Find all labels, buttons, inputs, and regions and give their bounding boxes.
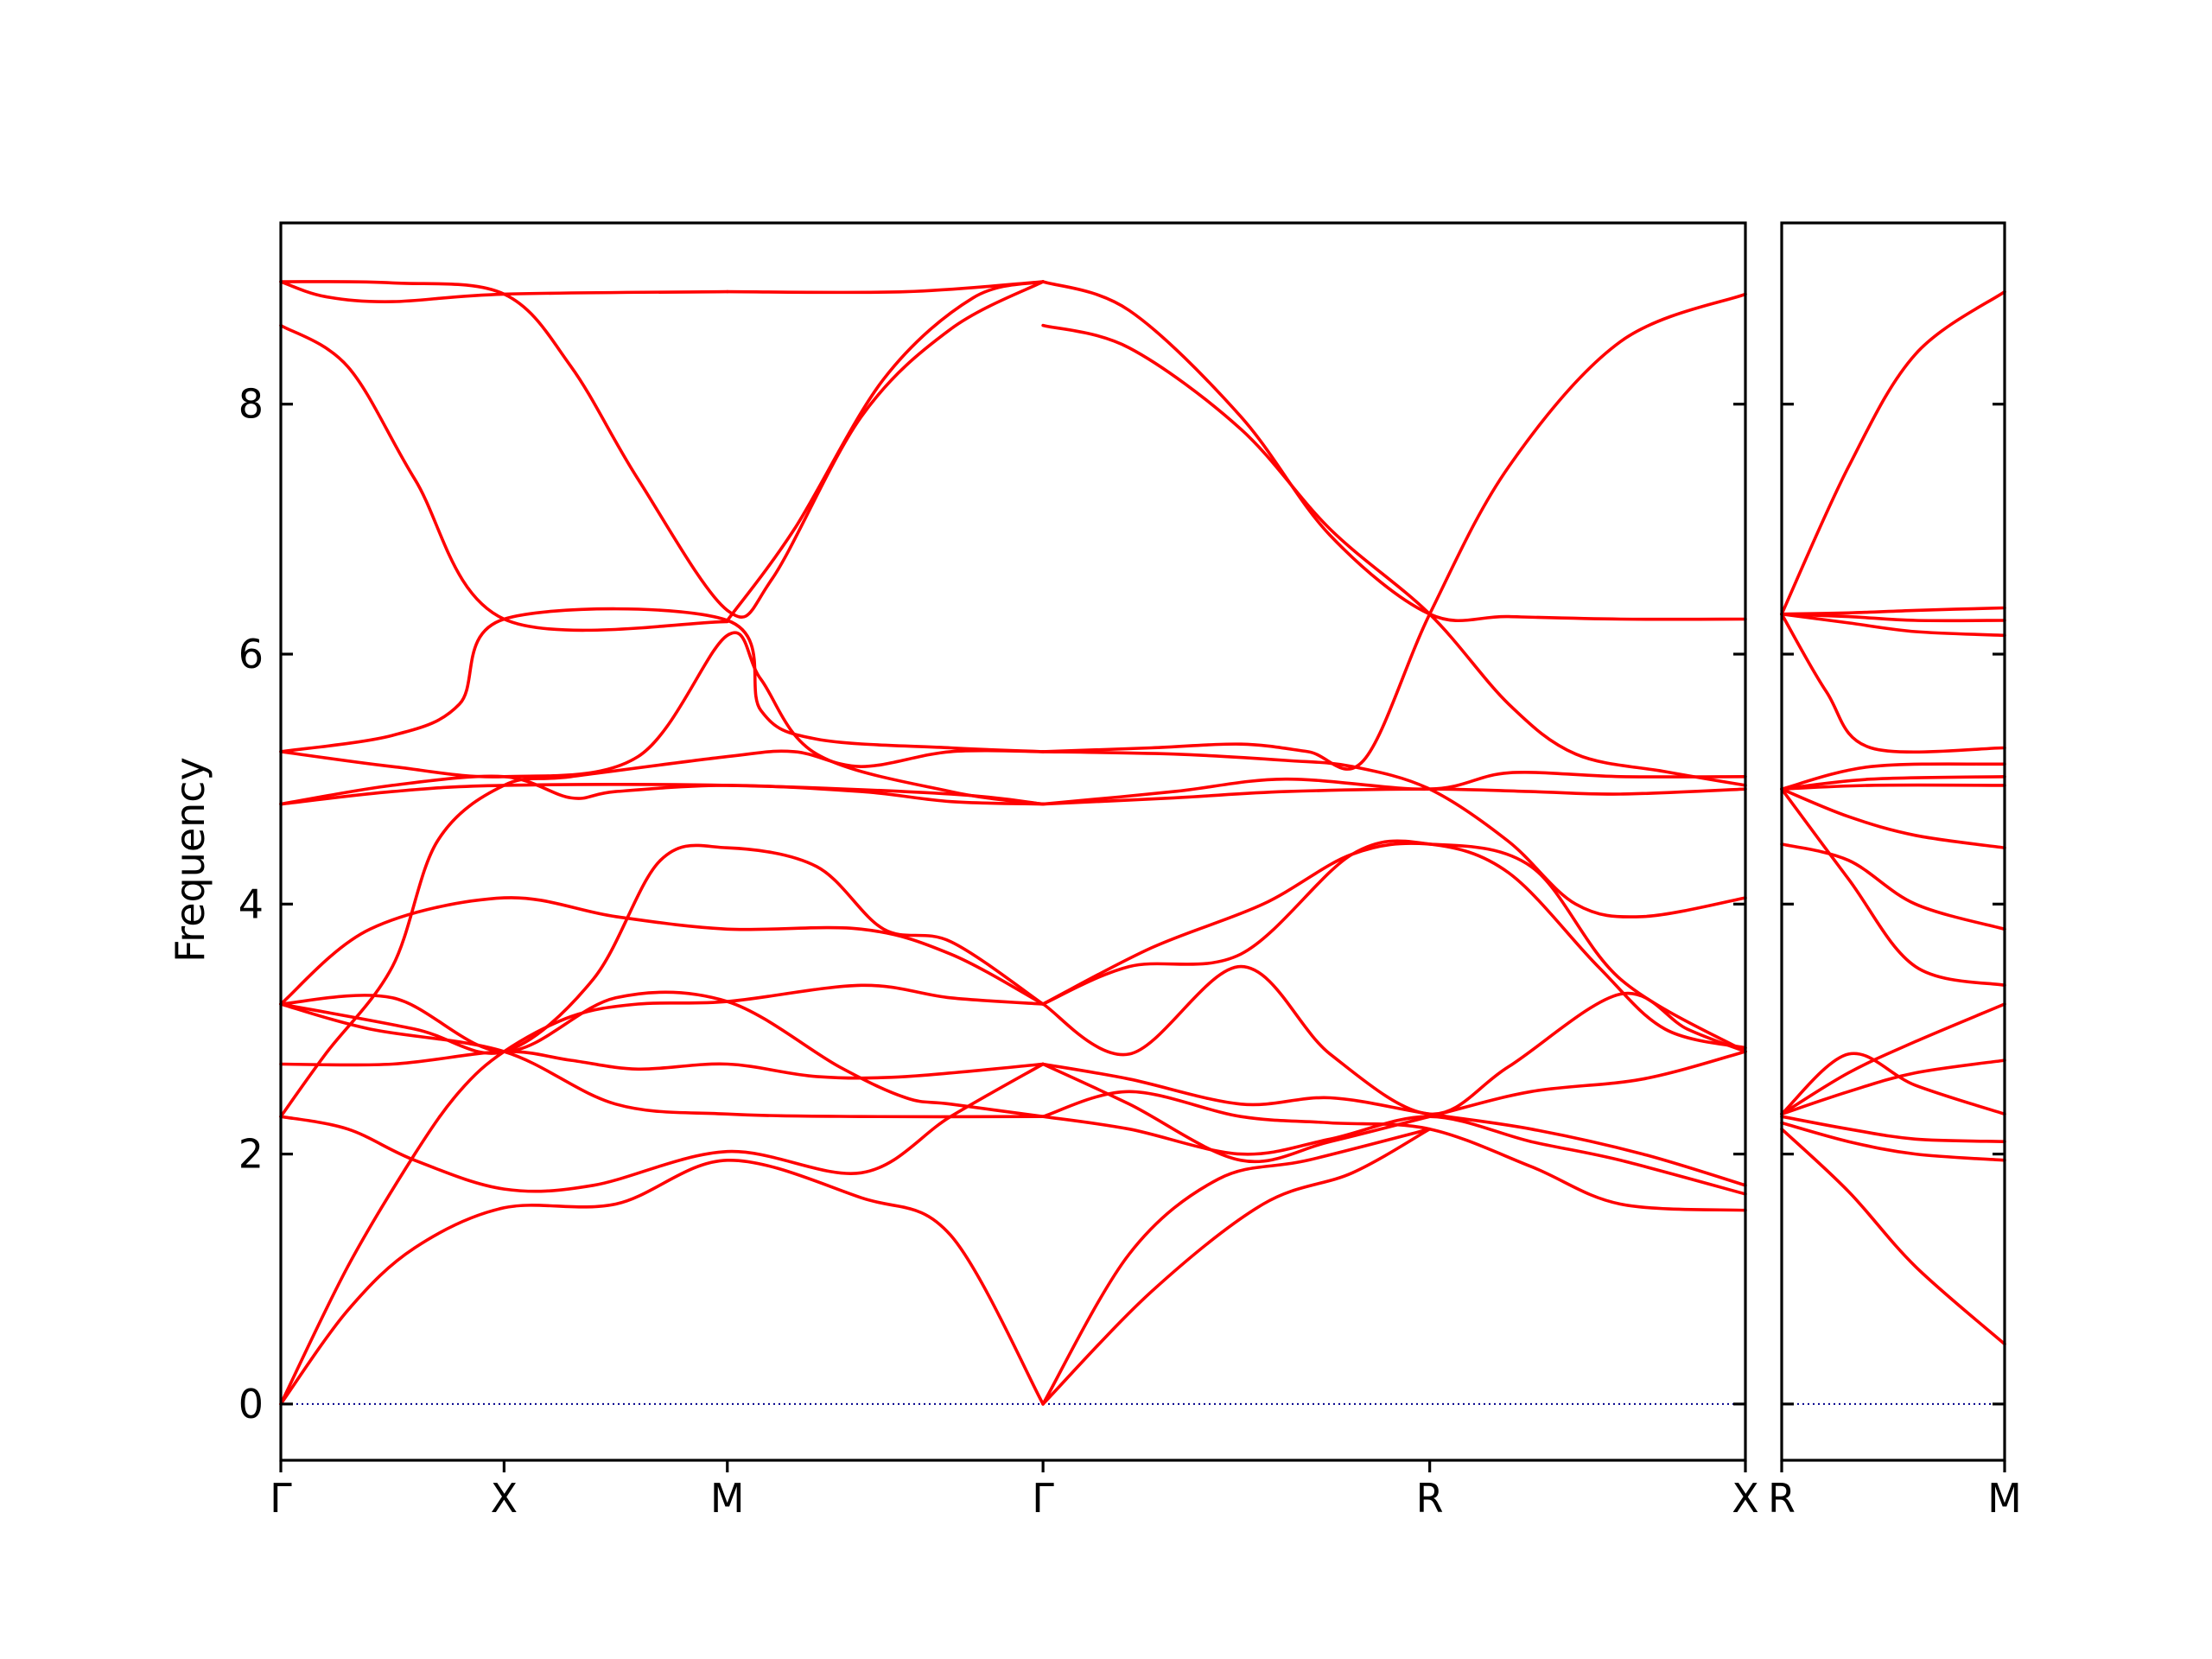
phonon-band bbox=[1041, 842, 1747, 1053]
phonon-band bbox=[279, 280, 1045, 619]
phonon-band bbox=[279, 774, 1045, 806]
x-tick-label: Γ bbox=[1032, 1475, 1054, 1522]
plot-panel-main: 0 2 4 6 8 Γ X M Γ R X bbox=[238, 221, 1759, 1522]
phonon-band bbox=[279, 748, 1045, 1118]
phonon-band bbox=[1041, 1050, 1747, 1164]
phonon-band bbox=[1780, 1052, 2006, 1116]
phonon-band bbox=[279, 783, 1045, 806]
phonon-band bbox=[279, 1158, 1045, 1406]
phonon-band bbox=[1041, 771, 1747, 806]
phonon-band bbox=[1041, 1127, 1432, 1406]
phonon-band bbox=[726, 280, 1045, 622]
phonon-band bbox=[1041, 750, 1747, 918]
phonon-band bbox=[1780, 762, 2006, 791]
phonon-band bbox=[1780, 606, 2006, 616]
phonon-band bbox=[1041, 1127, 1432, 1406]
y-tick-label: 8 bbox=[238, 381, 264, 428]
phonon-band bbox=[1041, 292, 1747, 771]
phonon-band bbox=[1041, 964, 1747, 1116]
x-tick-label: X bbox=[1732, 1475, 1759, 1522]
phonon-band bbox=[279, 631, 1045, 806]
phonon-band bbox=[1780, 1127, 2006, 1346]
phonon-band bbox=[1780, 775, 2006, 791]
x-tick-label: M bbox=[710, 1475, 745, 1522]
phonon-band bbox=[1780, 842, 2006, 931]
phonon-band bbox=[279, 1002, 1045, 1119]
phonon-band bbox=[1780, 1002, 2006, 1116]
phonon-band bbox=[1780, 612, 2006, 638]
phonon-band bbox=[1041, 1115, 1747, 1196]
phonon-band bbox=[279, 1050, 1045, 1080]
phonon-band bbox=[1041, 787, 1747, 806]
phonon-band bbox=[1780, 289, 2006, 616]
y-tick-label: 6 bbox=[238, 631, 264, 677]
phonon-band bbox=[1780, 783, 2006, 791]
x-tick-label: X bbox=[491, 1475, 518, 1522]
phonon-band bbox=[279, 323, 729, 632]
phonon-band bbox=[1041, 1062, 1747, 1187]
phonon-band bbox=[279, 983, 1045, 1406]
phonon-band bbox=[1041, 323, 1747, 787]
x-tick-label: R bbox=[1416, 1475, 1444, 1522]
phonon-band bbox=[279, 607, 1045, 753]
x-tick-label: M bbox=[1987, 1475, 2022, 1522]
phonon-band bbox=[726, 280, 1045, 295]
y-tick-label: 0 bbox=[238, 1381, 264, 1427]
phonon-band bbox=[279, 280, 729, 303]
phonon-band bbox=[1041, 839, 1747, 1050]
phonon-band bbox=[1780, 612, 2006, 623]
phonon-band bbox=[279, 990, 1045, 1118]
phonon-band bbox=[1780, 787, 2006, 849]
y-tick-label: 4 bbox=[238, 880, 264, 927]
phonon-band bbox=[1780, 1121, 2006, 1162]
x-tick-label: Γ bbox=[270, 1475, 292, 1522]
plot-frame bbox=[1780, 221, 2006, 1462]
phonon-band bbox=[279, 1062, 1045, 1193]
plot-frame bbox=[279, 221, 1747, 1462]
y-axis-label: Frequency bbox=[167, 757, 213, 963]
phonon-band bbox=[1780, 1115, 2006, 1143]
phonon-band bbox=[1780, 612, 2006, 754]
phonon-band bbox=[1780, 787, 2006, 988]
phonon-band bbox=[1041, 280, 1747, 623]
x-tick-label: R bbox=[1768, 1475, 1796, 1522]
y-tick-label: 2 bbox=[238, 1131, 264, 1178]
phonon-band bbox=[1780, 1058, 2006, 1116]
phonon-band bbox=[279, 896, 1045, 1006]
phonon-band bbox=[279, 843, 1045, 1055]
